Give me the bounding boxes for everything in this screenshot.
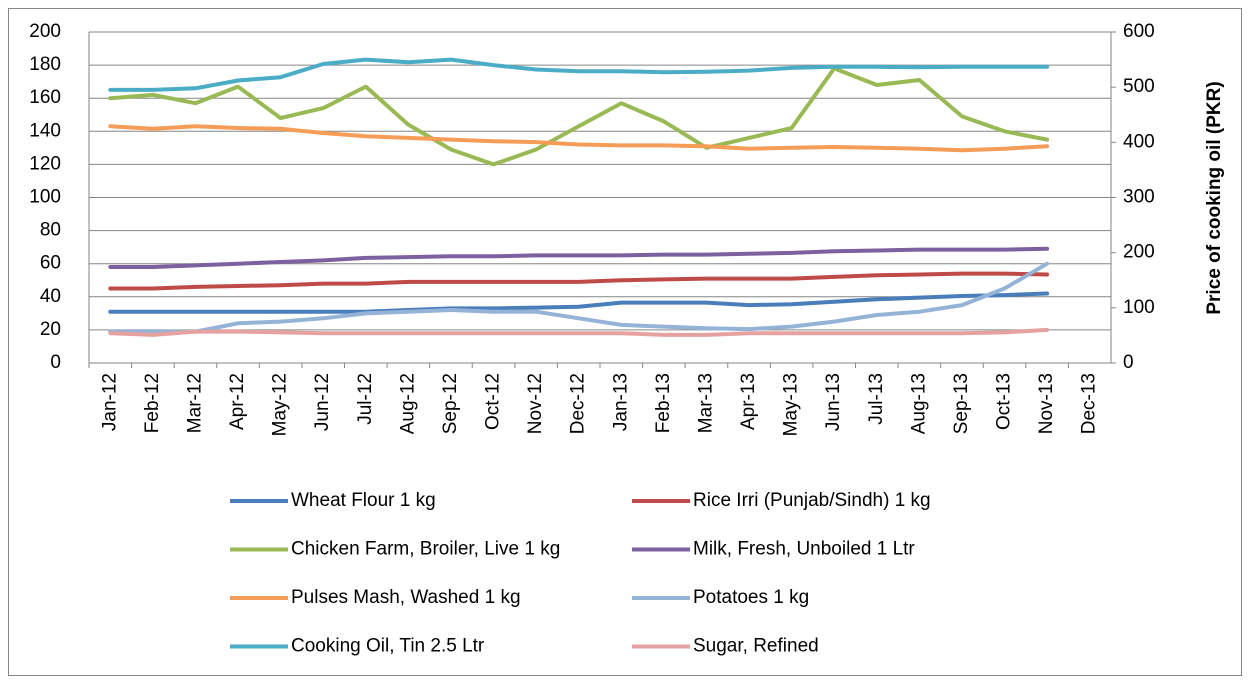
- x-tick-label: Sep-13: [951, 373, 972, 434]
- series-line: [108, 246, 1050, 269]
- y-tick-label: 80: [40, 220, 61, 241]
- series-line: [108, 261, 1050, 334]
- series-line: [108, 124, 1050, 153]
- y2-tick-label: 100: [1123, 297, 1155, 318]
- y2-tick-label: 300: [1123, 187, 1155, 208]
- x-tick-label: Jul-13: [866, 373, 887, 425]
- series-line: [108, 66, 1050, 167]
- y2-axis-title: Price of cooking oil (PKR): [1204, 81, 1225, 314]
- x-tick-label: Sep-12: [440, 373, 461, 434]
- y-tick-label: 0: [50, 352, 61, 373]
- y2-tick-label: 0: [1123, 352, 1134, 373]
- x-tick-label: Aug-13: [908, 373, 929, 434]
- x-tick-label: Mar-13: [695, 373, 716, 433]
- y2-tick-label: 400: [1123, 131, 1155, 152]
- y-tick-label: 200: [29, 21, 61, 42]
- x-tick-label: Nov-12: [525, 373, 546, 434]
- legend-label: Chicken Farm, Broiler, Live 1 kg: [291, 539, 560, 560]
- legend-label: Rice Irri (Punjab/Sindh) 1 kg: [693, 490, 931, 511]
- x-tick-label: Jun-13: [823, 373, 844, 431]
- x-tick-label: Feb-13: [653, 373, 674, 433]
- y2-tick-label: 500: [1123, 76, 1155, 97]
- x-tick-label: Apr-13: [738, 373, 759, 430]
- x-tick-label: May-12: [270, 373, 291, 436]
- x-tick-label: Jan-13: [610, 373, 631, 431]
- legend-label: Pulses Mash, Washed 1 kg: [291, 587, 521, 608]
- x-tick-label: May-13: [781, 373, 802, 436]
- y2-tick-label: 600: [1123, 21, 1155, 42]
- series-line: [108, 57, 1050, 92]
- x-tick-label: Jun-12: [312, 373, 333, 431]
- x-tick-label: Aug-12: [397, 373, 418, 434]
- series-line: [108, 327, 1050, 337]
- legend-label: Sugar, Refined: [693, 636, 819, 657]
- x-tick-label: Oct-13: [994, 373, 1015, 430]
- series-line: [108, 271, 1050, 291]
- x-tick-label: Jan-12: [99, 373, 120, 431]
- y-tick-label: 40: [40, 286, 61, 307]
- y2-tick-label: 200: [1123, 242, 1155, 263]
- x-tick-label: Jul-12: [355, 373, 376, 425]
- x-tick-label: Dec-13: [1079, 373, 1100, 434]
- x-tick-label: Feb-12: [142, 373, 163, 433]
- x-tick-label: Mar-12: [184, 373, 205, 433]
- y-tick-label: 20: [40, 319, 61, 340]
- x-tick-label: Dec-12: [568, 373, 589, 434]
- y-tick-label: 120: [29, 153, 61, 174]
- legend-label: Milk, Fresh, Unboiled 1 Ltr: [693, 539, 915, 560]
- y-tick-label: 160: [29, 87, 61, 108]
- legend-label: Potatoes 1 kg: [693, 587, 809, 608]
- legend-label: Wheat Flour 1 kg: [291, 490, 436, 511]
- x-tick-label: Oct-12: [483, 373, 504, 430]
- y-tick-label: 60: [40, 253, 61, 274]
- y-tick-label: 180: [29, 54, 61, 75]
- x-tick-label: Apr-12: [227, 373, 248, 430]
- x-tick-label: Nov-13: [1036, 373, 1057, 434]
- series-line: [108, 291, 1050, 314]
- legend-label: Cooking Oil, Tin 2.5 Ltr: [291, 636, 485, 657]
- y-tick-label: 100: [29, 187, 61, 208]
- y-tick-label: 140: [29, 120, 61, 141]
- chart-frame: [8, 8, 1242, 676]
